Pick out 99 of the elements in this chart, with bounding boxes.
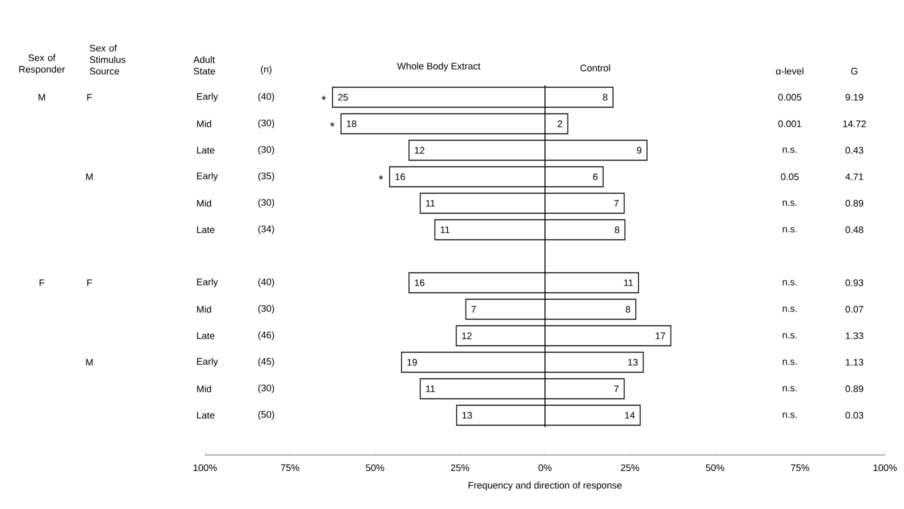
annotation: n.s. <box>782 280 797 286</box>
annotation: (35) <box>258 172 274 182</box>
annotation: 0.05 <box>780 173 799 180</box>
x-tick-label: 100% <box>194 464 217 472</box>
text: Sex of Stimulus Source <box>90 44 126 75</box>
annotation: 9.19 <box>846 94 864 101</box>
text: G <box>851 68 858 75</box>
text: F <box>40 279 44 286</box>
x-tick-label: 25% <box>450 464 470 472</box>
annotation: 12 <box>414 146 424 154</box>
x-tick-label: 75% <box>280 464 300 472</box>
annotation: 12 <box>462 332 472 340</box>
text: M <box>38 94 45 101</box>
y-tick-label: Late <box>197 332 214 340</box>
annotation: 14 <box>625 412 635 419</box>
annotation: 16 <box>396 173 405 180</box>
annotation: 16 <box>414 279 424 286</box>
annotation: 0.89 <box>846 200 864 207</box>
annotation: 7 <box>614 385 619 392</box>
annotation: 0.43 <box>846 146 864 154</box>
annotation: n.s. <box>782 306 797 312</box>
y-tick-label: Early <box>197 92 218 102</box>
annotation: (40) <box>258 278 274 288</box>
annotation: 0.48 <box>846 226 864 234</box>
annotation: 2 <box>558 120 562 128</box>
annotation: 11 <box>440 226 450 234</box>
annotation: 0.07 <box>846 306 864 313</box>
x-tick-label: 50% <box>366 464 384 472</box>
annotation: n.s. <box>782 333 797 338</box>
x-axis-title: Frequency and direction of response <box>468 482 622 490</box>
annotation: 6 <box>593 173 598 180</box>
annotation: n.s. <box>782 360 797 365</box>
annotation: 4.71 <box>845 173 864 180</box>
y-tick-label: Early <box>197 278 218 288</box>
annotation: n.s. <box>782 200 797 206</box>
x-tick-label: 0% <box>538 464 552 472</box>
annotation: 17 <box>656 332 666 340</box>
annotation: 0.93 <box>846 279 864 286</box>
annotation: 25 <box>338 94 348 101</box>
annotation: (30) <box>258 119 274 128</box>
text: F <box>87 94 92 101</box>
annotation: (30) <box>258 146 274 155</box>
annotation: (50) <box>258 410 274 420</box>
annotation: 0.89 <box>846 385 864 392</box>
text: (n) <box>260 66 272 75</box>
y-axis-title: Adult State <box>193 56 216 75</box>
y-tick-label: Late <box>197 412 214 419</box>
annotation: n.s. <box>782 386 797 392</box>
x-tick-label: 25% <box>620 464 640 472</box>
annotation: (34) <box>258 225 274 234</box>
series-label: Control <box>580 64 610 72</box>
annotation: 11 <box>624 279 633 286</box>
annotation: 7 <box>471 306 476 313</box>
y-tick-label: Mid <box>197 385 212 392</box>
annotation: 11 <box>426 385 435 392</box>
annotation: 11 <box>426 200 435 207</box>
annotation: * <box>322 96 326 100</box>
series-label: Whole Body Extract <box>397 62 480 72</box>
text: M <box>86 173 93 180</box>
annotation: 8 <box>602 94 608 101</box>
annotation: 0.001 <box>778 120 802 128</box>
annotation: (46) <box>258 331 274 340</box>
annotation: n.s. <box>782 148 797 153</box>
text: α-level <box>776 68 804 75</box>
annotation: 13 <box>628 358 638 366</box>
annotation: * <box>378 175 384 180</box>
y-tick-label: Late <box>197 226 214 234</box>
y-tick-label: Early <box>197 172 218 182</box>
annotation: 1.33 <box>846 332 864 340</box>
annotation: (30) <box>258 304 274 314</box>
annotation: 0.03 <box>846 412 864 419</box>
y-tick-label: Mid <box>197 120 212 128</box>
text: Sex of Responder <box>19 54 65 75</box>
y-tick-label: Mid <box>197 200 212 207</box>
annotation: 14.72 <box>843 120 866 128</box>
annotation: 13 <box>462 412 472 419</box>
annotation: 0.005 <box>778 94 802 101</box>
annotation: (40) <box>258 92 274 102</box>
annotation: 1.13 <box>846 358 864 366</box>
annotation: 9 <box>636 146 642 154</box>
x-tick-label: 100% <box>874 464 897 472</box>
annotation: 18 <box>346 120 356 128</box>
annotation: 19 <box>407 358 417 366</box>
x-tick-label: 75% <box>790 464 810 472</box>
annotation: * <box>330 122 334 126</box>
annotation: (30) <box>258 198 274 208</box>
text: F <box>87 279 92 286</box>
y-tick-label: Mid <box>197 306 212 313</box>
x-tick-label: 50% <box>706 464 724 472</box>
annotation: n.s. <box>782 412 797 418</box>
text: M <box>86 358 93 366</box>
annotation: (30) <box>258 384 274 394</box>
annotation: 8 <box>626 306 630 313</box>
y-tick-label: Early <box>197 358 218 367</box>
annotation: 7 <box>614 200 619 207</box>
y-tick-label: Late <box>197 146 214 154</box>
annotation: n.s. <box>782 227 797 232</box>
annotation: (45) <box>258 358 274 367</box>
annotation: 8 <box>614 226 620 234</box>
